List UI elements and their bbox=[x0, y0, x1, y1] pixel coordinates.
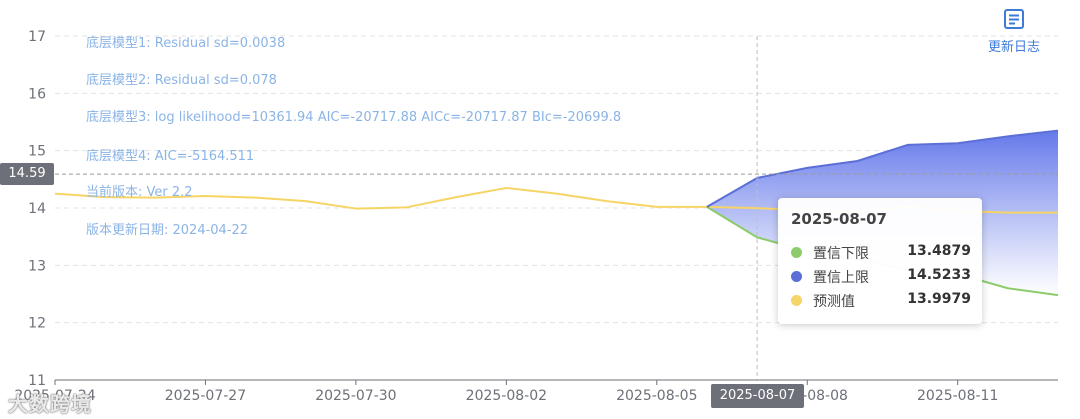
tooltip-series-value: 14.5233 bbox=[907, 267, 971, 283]
changelog-button[interactable]: 更新日志 bbox=[980, 8, 1048, 55]
crosshair-y-label: 14.59 bbox=[0, 163, 54, 185]
y-tick-label: 15 bbox=[28, 144, 46, 160]
x-tick-label: 2025-08-11 bbox=[917, 388, 998, 404]
tooltip-row-forecast: 预测值 13.9979 bbox=[791, 290, 971, 310]
y-tick-label: 16 bbox=[28, 86, 46, 102]
tooltip-row-lower: 置信下限 13.4879 bbox=[791, 242, 971, 262]
watermark-logo: 大数跨境 bbox=[8, 392, 92, 416]
x-tick-label: 2025-08-05 bbox=[616, 388, 697, 404]
annotation-model-4: 底层模型4: AIC=-5164.511 bbox=[86, 149, 255, 164]
annotation-update-date: 版本更新日期: 2024-04-22 bbox=[86, 223, 249, 238]
annotation-version: 当前版本: Ver 2.2 bbox=[86, 185, 193, 200]
y-tick-label: 17 bbox=[28, 29, 46, 45]
legend-dot-lower bbox=[791, 247, 802, 258]
legend-dot-upper bbox=[791, 271, 802, 282]
x-tick-label: 2025-07-24 bbox=[14, 388, 95, 404]
x-tick-label: 2025-08-02 bbox=[466, 388, 547, 404]
tooltip-date: 2025-08-07 bbox=[791, 210, 887, 228]
tooltip-series-value: 13.4879 bbox=[907, 243, 971, 259]
series-line-5b6fd6 bbox=[706, 129, 1059, 208]
crosshair-x-label: 2025-08-07 bbox=[711, 384, 804, 408]
x-tick-label: 2025-07-27 bbox=[165, 388, 246, 404]
tooltip-series-name: 置信上限 bbox=[813, 270, 869, 286]
x-tick-label: 2025-07-30 bbox=[315, 388, 396, 404]
annotation-model-3: 底层模型3: log likelihood=10361.94 AIC=-2071… bbox=[86, 110, 622, 125]
y-tick-label: 14 bbox=[28, 201, 46, 217]
tooltip-row-upper: 置信上限 14.5233 bbox=[791, 266, 971, 286]
tooltip-series-name: 预测值 bbox=[813, 294, 855, 310]
changelog-label: 更新日志 bbox=[987, 40, 1040, 55]
y-tick-label: 12 bbox=[28, 316, 46, 332]
legend-dot-forecast bbox=[791, 295, 802, 306]
annotation-model-1: 底层模型1: Residual sd=0.0038 bbox=[86, 36, 286, 51]
y-tick-label: 13 bbox=[28, 258, 46, 274]
y-tick-label: 11 bbox=[28, 373, 46, 389]
tooltip-series-name: 置信下限 bbox=[813, 246, 869, 262]
tooltip-series-value: 13.9979 bbox=[907, 291, 971, 307]
annotation-model-2: 底层模型2: Residual sd=0.078 bbox=[86, 73, 277, 88]
document-icon bbox=[1004, 9, 1024, 29]
tooltip: 2025-08-07 置信下限 13.4879 置信上限 14.5233 预测值… bbox=[778, 198, 982, 324]
